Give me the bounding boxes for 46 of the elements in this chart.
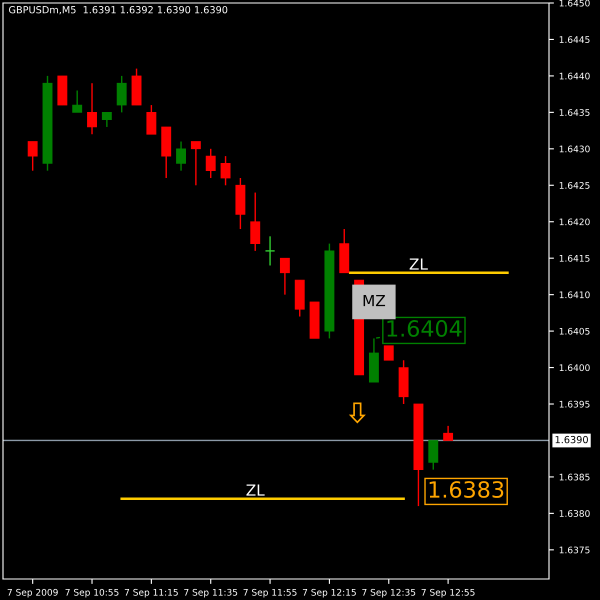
y-tick-label: 1.6435: [560, 109, 590, 116]
x-tick-label: 7 Sep 12:55: [422, 588, 475, 598]
y-tick-label: 1.6430: [560, 146, 590, 152]
y-tick-label: 1.6445: [560, 36, 590, 44]
candlestick: [116, 75, 127, 114]
x-tick-label: 7 Sep 2009: [8, 588, 58, 598]
candlestick: [87, 82, 97, 135]
y-tick-label: 1.6425: [560, 182, 590, 189]
y-tick-label: 1.6380: [560, 510, 590, 517]
x-tick-label: 7 Sep 12:35: [362, 588, 416, 598]
candlestick: [428, 440, 438, 470]
candlestick: [176, 140, 186, 172]
annotation: ZL: [410, 258, 428, 270]
y-tick-label: 1.6440: [560, 72, 590, 80]
candlestick: [220, 155, 231, 186]
candlestick: [264, 236, 276, 266]
y-tick-label: 1.6450: [560, 0, 590, 7]
chart-title: GBPUSDm,M5 1.6391 1.6392 1.6390 1.6390: [9, 6, 228, 14]
x-tick-label: 7 Sep 11:35: [184, 588, 238, 598]
annotation: ZL: [246, 484, 265, 496]
x-tick-label: 7 Sep 11:55: [244, 588, 297, 598]
annotation: 1.6404: [387, 320, 462, 337]
candlestick: [206, 148, 216, 179]
candlestick: [190, 140, 201, 186]
candlestick: [250, 192, 260, 252]
candlestick: [443, 425, 454, 442]
candlestick: [146, 104, 156, 135]
y-tick-label: 1.6375: [560, 546, 590, 554]
y-tick-label: 1.6420: [560, 218, 590, 226]
x-tick-label: 7 Sep 11:15: [124, 588, 178, 598]
candlestick: [280, 257, 290, 296]
candlestick: [102, 112, 112, 128]
y-tick-label: 1.6415: [560, 254, 590, 262]
y-tick-label: 1.6395: [560, 400, 590, 408]
y-tick-label: 1.6385: [560, 474, 590, 480]
x-tick-label: 7 Sep 12:15: [302, 588, 356, 598]
ref-line-label: 1.6390: [556, 436, 588, 444]
candlestick: [72, 90, 82, 114]
candlestick: [384, 345, 394, 361]
y-tick-label: 1.6410: [560, 291, 590, 298]
y-tick-label: 1.6400: [560, 364, 590, 372]
candlestick: [28, 140, 38, 172]
y-tick-label: 1.6405: [560, 328, 590, 335]
annotation: MZ: [364, 295, 386, 306]
annotation: 1.6383: [430, 481, 504, 498]
x-tick-label: 7 Sep 10:55: [66, 588, 118, 598]
